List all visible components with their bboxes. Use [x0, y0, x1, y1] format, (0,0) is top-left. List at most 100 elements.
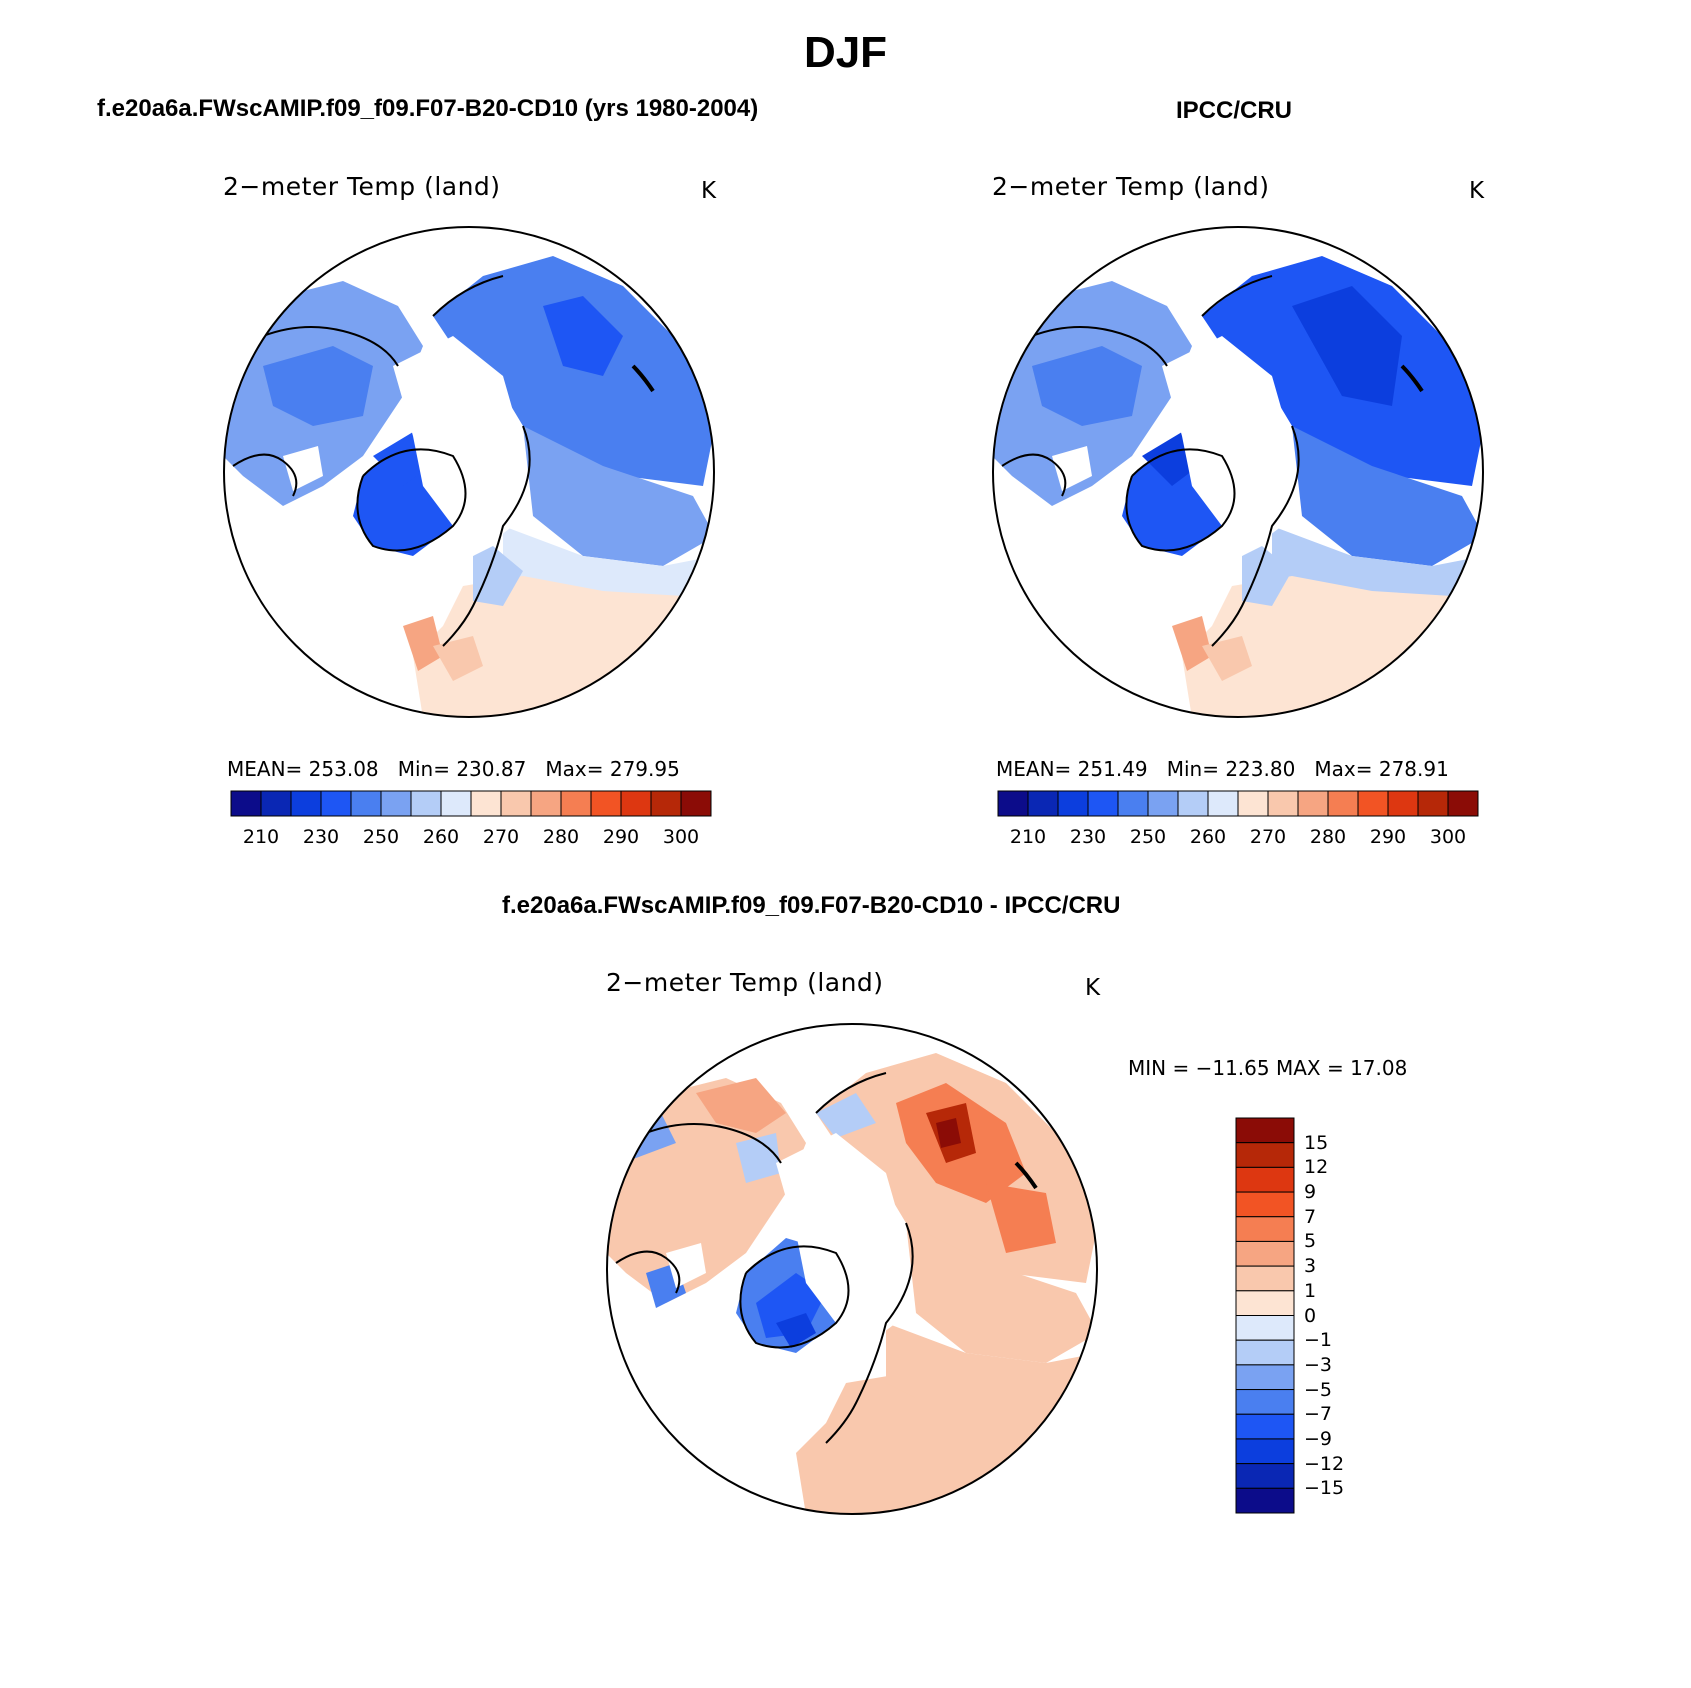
model-colorbar-swatch: [320, 790, 352, 817]
model-colorbar-swatch: [560, 790, 592, 817]
diff-colorbar-swatch: [1235, 1290, 1295, 1316]
obs-colorbar-tick-label: 260: [1189, 826, 1227, 848]
north-america-warm-edge: [224, 304, 263, 346]
diff-colorbar-swatch: [1235, 1191, 1295, 1218]
model-colorbar-tick-label: 250: [362, 826, 400, 848]
obs-mean-value: 251.49: [1077, 757, 1148, 781]
russia-field: [523, 426, 714, 566]
model-colorbar-swatch: [350, 790, 382, 817]
diff-panel-title: f.e20a6a.FWscAMIP.f09_f09.F07-B20-CD10 -…: [502, 892, 1121, 919]
model-panel-title: f.e20a6a.FWscAMIP.f09_f09.F07-B20-CD10 (…: [97, 95, 759, 122]
model-max-value: 279.95: [609, 757, 680, 781]
diff-colorbar-swatch: [1235, 1364, 1295, 1391]
model-colorbar-swatch: [650, 790, 682, 817]
obs-colorbar-tick-label: 210: [1009, 826, 1047, 848]
model-mean-value: 253.08: [308, 757, 379, 781]
model-colorbar-tick-label: 230: [302, 826, 340, 848]
model-colorbar-swatch: [410, 790, 442, 817]
model-colorbar-swatch: [530, 790, 562, 817]
model-polar-map: [223, 226, 715, 718]
obs-colorbar-tick-label: 270: [1249, 826, 1287, 848]
model-colorbar-tick-label: 280: [542, 826, 580, 848]
obs-colorbar-swatch: [1387, 790, 1419, 817]
model-colorbar-swatch: [590, 790, 622, 817]
obs-colorbar-tick-label: 300: [1429, 826, 1467, 848]
siberia-field: [433, 256, 714, 486]
obs-max-value: 278.91: [1378, 757, 1449, 781]
obs-units-label: K: [1469, 178, 1485, 204]
obs-colorbar-swatch: [1357, 790, 1389, 817]
diff-colorbar-tick-label: 0: [1304, 1304, 1317, 1327]
diff-colorbar-swatch: [1235, 1315, 1295, 1341]
model-variable-label: 2−meter Temp (land): [223, 172, 501, 201]
diff-variable-label: 2−meter Temp (land): [606, 968, 884, 997]
model-colorbar-swatch: [230, 790, 262, 817]
diff-colorbar-swatch: [1235, 1389, 1295, 1415]
diff-colorbar-swatch: [1235, 1240, 1295, 1267]
diff-colorbar-tick-label: −15: [1304, 1477, 1345, 1500]
diff-colorbar-tick-label: 15: [1304, 1131, 1329, 1154]
model-colorbar-ticks: 210 230 250 260 270 280 290 300: [231, 826, 711, 850]
diff-colorbar-swatch: [1235, 1216, 1295, 1242]
diff-colorbar-tick-label: −3: [1304, 1353, 1333, 1376]
diff-colorbar-tick-label: 1: [1304, 1279, 1317, 1302]
diff-colorbar-tick-label: −7: [1304, 1403, 1333, 1426]
obs-colorbar-swatch: [1087, 790, 1119, 817]
obs-colorbar-swatch: [1177, 790, 1209, 817]
model-colorbar-swatch: [290, 790, 322, 817]
model-colorbar-tick-label: 210: [242, 826, 280, 848]
diff-colorbar-swatch: [1235, 1265, 1295, 1292]
model-colorbar: [230, 790, 712, 817]
obs-colorbar-swatch: [1267, 790, 1299, 817]
obs-variable-label: 2−meter Temp (land): [992, 172, 1270, 201]
diff-colorbar-swatch: [1235, 1487, 1295, 1514]
diff-colorbar-tick-label: 7: [1304, 1205, 1317, 1228]
obs-colorbar-swatch: [1117, 790, 1149, 817]
obs-colorbar-tick-label: 230: [1069, 826, 1107, 848]
diff-colorbar-swatch: [1235, 1413, 1295, 1440]
diff-colorbar-swatch: [1235, 1339, 1295, 1366]
model-colorbar-tick-label: 290: [602, 826, 640, 848]
obs-colorbar-swatch: [1237, 790, 1269, 817]
diff-colorbar-tick-label: 9: [1304, 1181, 1317, 1204]
diff-colorbar-swatch: [1235, 1117, 1295, 1144]
model-colorbar-swatch: [440, 790, 472, 817]
obs-colorbar-swatch: [1297, 790, 1329, 817]
obs-colorbar-swatch: [1057, 790, 1089, 817]
obs-colorbar-tick-label: 280: [1309, 826, 1347, 848]
obs-stats: MEAN= 251.49 Min= 223.80 Max= 278.91: [996, 757, 1449, 781]
diff-colorbar-tick-label: 3: [1304, 1255, 1317, 1278]
obs-colorbar-ticks: 210 230 250 260 270 280 290 300: [998, 826, 1478, 850]
obs-colorbar-swatch: [1207, 790, 1239, 817]
diff-units-label: K: [1085, 975, 1101, 1001]
model-colorbar-swatch: [260, 790, 292, 817]
obs-panel-title: IPCC/CRU: [1176, 97, 1293, 124]
diff-colorbar-ticks: 15 12 9 7 5 3 1 0 −1 −3 −5 −7 −9 −12 −15: [1304, 1118, 1364, 1513]
model-colorbar-tick-label: 260: [422, 826, 460, 848]
diff-colorbar-swatch: [1235, 1463, 1295, 1489]
obs-min-value: 223.80: [1225, 757, 1296, 781]
diff-colorbar-tick-label: −12: [1304, 1452, 1345, 1475]
obs-colorbar-swatch: [1447, 790, 1479, 817]
obs-colorbar-swatch: [997, 790, 1029, 817]
obs-colorbar-tick-label: 290: [1369, 826, 1407, 848]
obs-colorbar-tick-label: 250: [1129, 826, 1167, 848]
diff-colorbar-swatch: [1235, 1142, 1295, 1168]
diff-colorbar: [1235, 1117, 1295, 1514]
model-colorbar-tick-label: 300: [662, 826, 700, 848]
diff-colorbar-tick-label: −5: [1304, 1378, 1333, 1401]
obs-colorbar: [997, 790, 1479, 817]
diff-colorbar-swatch: [1235, 1166, 1295, 1193]
diff-colorbar-tick-label: −1: [1304, 1329, 1333, 1352]
model-min-value: 230.87: [456, 757, 527, 781]
model-colorbar-swatch: [680, 790, 712, 817]
model-colorbar-tick-label: 270: [482, 826, 520, 848]
diff-polar-map: [606, 1023, 1098, 1515]
obs-colorbar-swatch: [1147, 790, 1179, 817]
obs-colorbar-swatch: [1027, 790, 1059, 817]
model-colorbar-swatch: [620, 790, 652, 817]
diff-minmax: MIN = −11.65 MAX = 17.08: [1128, 1056, 1408, 1080]
model-colorbar-swatch: [380, 790, 412, 817]
figure-title: DJF: [803, 28, 888, 77]
diff-colorbar-swatch: [1235, 1438, 1295, 1465]
